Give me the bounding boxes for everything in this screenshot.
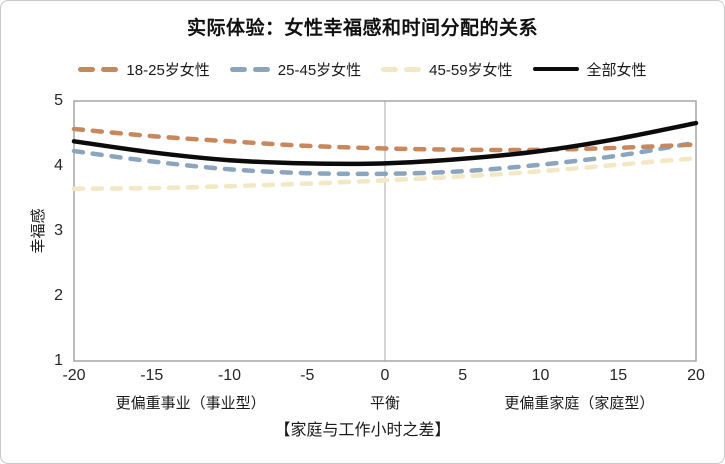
legend-item-25-45: 25-45岁女性 xyxy=(229,59,362,80)
x-axis-title: 【家庭与工作小时之差】 xyxy=(274,422,451,439)
x-tick-label: 10 xyxy=(531,367,550,384)
x-tick-label: -15 xyxy=(140,367,164,384)
x-tick-label: 0 xyxy=(380,367,390,384)
legend-label: 18-25岁女性 xyxy=(126,61,210,79)
solid-line-icon xyxy=(532,66,579,72)
legend-dash xyxy=(252,66,270,72)
series-line-全部女性 xyxy=(71,120,699,167)
x-tick-label: 20 xyxy=(687,367,705,384)
x-tick-label: -20 xyxy=(62,367,86,384)
legend-label: 45-59岁女性 xyxy=(429,61,513,79)
legend-dash xyxy=(78,66,96,72)
x-tick-label: -10 xyxy=(217,367,242,384)
dashed-line-icon xyxy=(381,66,422,72)
chart-title: 实际体验：女性幸福感和时间分配的关系 xyxy=(186,18,538,39)
legend-item-18-25: 18-25岁女性 xyxy=(78,59,210,80)
y-tick-label: 2 xyxy=(54,287,63,304)
y-tick-label: 5 xyxy=(54,92,63,109)
plot-border xyxy=(73,100,697,362)
dashed-line-icon xyxy=(78,66,119,72)
x-tick-label: 5 xyxy=(458,367,468,384)
legend-dash xyxy=(229,66,247,72)
zone-label-balance: 平衡 xyxy=(369,395,401,412)
legend-label: 25-45岁女性 xyxy=(277,61,362,79)
zone-label-career: 更偏重事业（事业型） xyxy=(115,395,266,412)
y-tick-label: 3 xyxy=(54,222,63,239)
y-axis-title: 幸福感 xyxy=(29,208,47,254)
series-line-45-59岁女性 xyxy=(71,155,699,191)
chart-legend: 18-25岁女性 25-45岁女性 45-59岁女性 全部女性 xyxy=(1,57,724,81)
legend-item-45-59: 45-59岁女性 xyxy=(381,59,513,80)
legend-dash xyxy=(101,66,119,72)
legend-dash xyxy=(381,66,399,72)
y-tick-label: 4 xyxy=(54,157,63,174)
zone-label-family: 更偏重家庭（家庭型） xyxy=(504,395,655,412)
legend-line xyxy=(532,66,579,72)
legend-dash xyxy=(404,66,422,72)
legend-item-all-women: 全部女性 xyxy=(532,59,647,80)
dashed-line-icon xyxy=(229,66,270,72)
series-line-18-25岁女性 xyxy=(71,126,699,153)
x-tick-label: 15 xyxy=(609,367,628,384)
x-tick-label: -5 xyxy=(300,367,315,384)
series-line-25-45岁女性 xyxy=(71,140,699,177)
y-tick-label: 1 xyxy=(54,352,63,369)
legend-label: 全部女性 xyxy=(586,61,647,79)
